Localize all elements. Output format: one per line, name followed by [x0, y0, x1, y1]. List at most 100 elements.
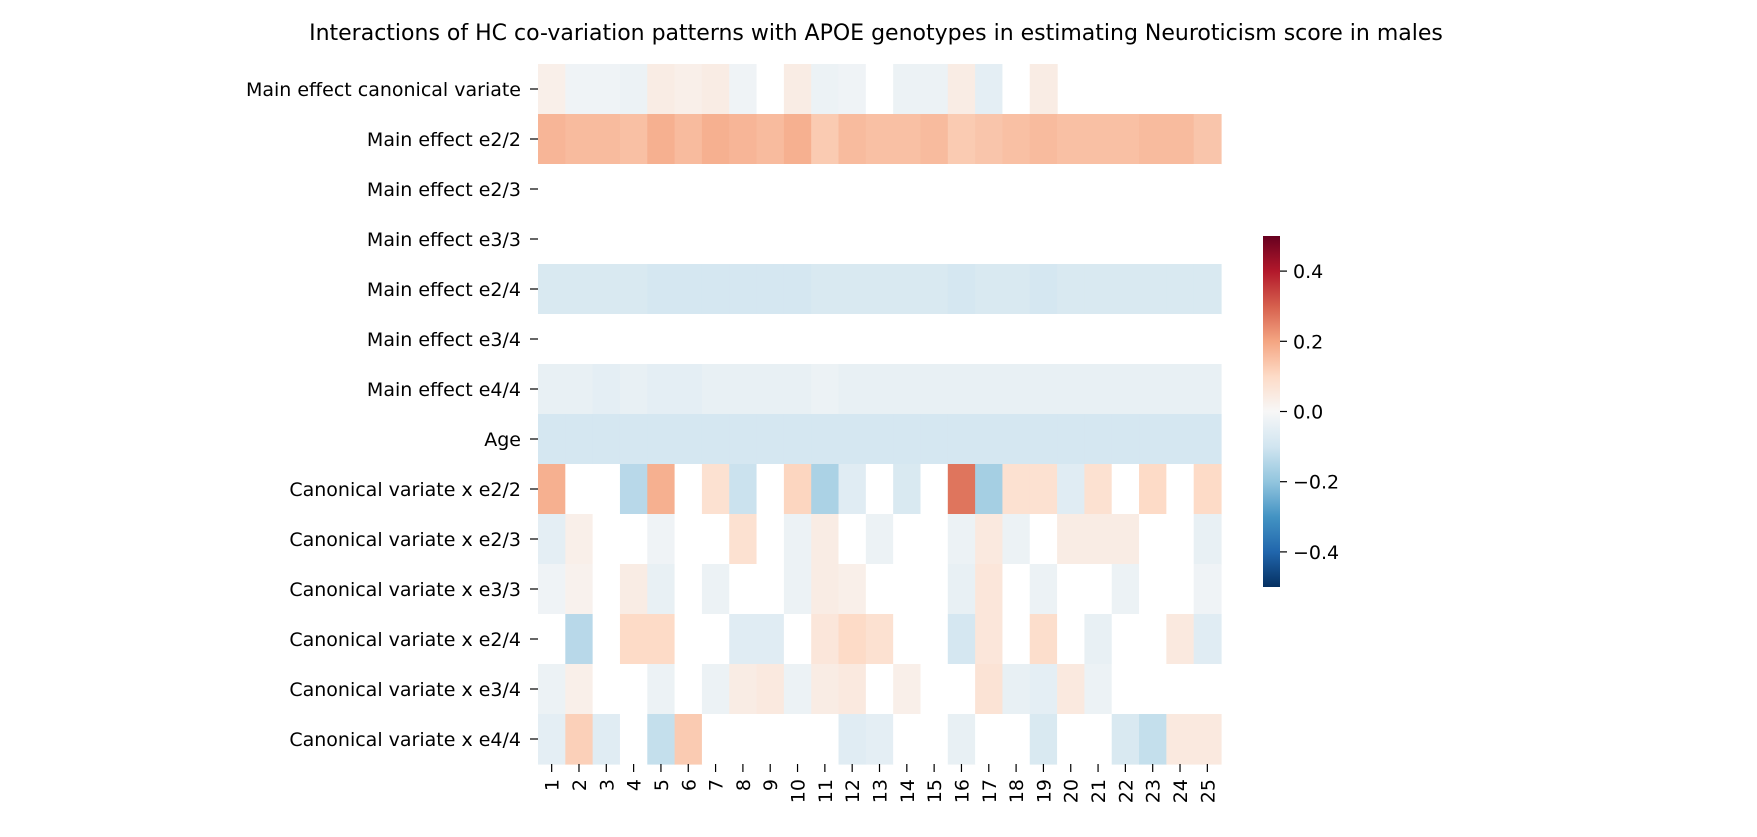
heatmap-cell	[947, 64, 976, 115]
heatmap-cell	[893, 614, 922, 665]
heatmap-cell	[783, 464, 812, 515]
heatmap-cell	[1084, 414, 1113, 465]
heatmap-cell	[1111, 314, 1140, 365]
heatmap-cell	[838, 214, 867, 265]
heatmap-cell	[1057, 214, 1085, 265]
heatmap-cell	[975, 564, 1004, 615]
heatmap-cell	[1084, 714, 1113, 765]
x-tick-label: 9	[760, 779, 782, 791]
heatmap-cell	[947, 314, 976, 365]
heatmap-cell	[701, 164, 730, 215]
x-tick-label: 8	[733, 779, 755, 791]
heatmap-cell	[1139, 514, 1167, 565]
heatmap-cell	[947, 114, 976, 165]
heatmap-cell	[1002, 714, 1031, 765]
heatmap-cell	[756, 464, 785, 515]
heatmap-cell	[865, 514, 894, 565]
heatmap-cell	[811, 164, 840, 215]
x-tick-label: 4	[624, 779, 646, 791]
heatmap-cell	[592, 64, 621, 115]
heatmap-cell	[1029, 214, 1058, 265]
heatmap-cell	[920, 464, 949, 515]
heatmap-cell	[783, 264, 812, 315]
heatmap-cell	[674, 264, 703, 315]
heatmap-cell	[1139, 614, 1167, 665]
heatmap-cell	[1139, 564, 1167, 615]
heatmap-cell	[701, 264, 730, 315]
heatmap-cell	[975, 614, 1004, 665]
heatmap-cell	[783, 64, 812, 115]
heatmap-cell	[756, 214, 785, 265]
heatmap-cell	[920, 264, 949, 315]
heatmap-cell	[619, 114, 648, 165]
colorbar-tick-label: −0.4	[1293, 542, 1339, 564]
heatmap-cell	[729, 314, 758, 365]
heatmap-cell	[1029, 564, 1058, 615]
heatmap-cell	[1084, 164, 1113, 215]
heatmap-cell	[1029, 664, 1058, 715]
heatmap-cell	[811, 714, 840, 765]
heatmap-cell	[701, 414, 730, 465]
y-tick-label: Canonical variate x e3/3	[289, 579, 521, 601]
heatmap-cell	[647, 64, 676, 115]
heatmap-cell	[756, 664, 785, 715]
heatmap-cell	[647, 264, 676, 315]
heatmap-cell	[592, 414, 621, 465]
heatmap-cell	[865, 464, 894, 515]
heatmap-cell	[1166, 464, 1195, 515]
y-tick-label: Main effect canonical variate	[246, 79, 521, 101]
heatmap-cell	[811, 464, 840, 515]
y-tick-label: Main effect e4/4	[367, 379, 521, 401]
x-tick-label: 22	[1115, 779, 1137, 803]
heatmap-cell	[1111, 164, 1140, 215]
heatmap-cell	[1166, 664, 1195, 715]
heatmap-cell	[1111, 414, 1140, 465]
heatmap-cell	[674, 164, 703, 215]
heatmap-cell	[811, 514, 840, 565]
heatmap-cell	[893, 214, 922, 265]
heatmap-cell	[1057, 264, 1085, 315]
heatmap-cell	[893, 464, 922, 515]
heatmap-cell	[647, 464, 676, 515]
heatmap-cell	[1193, 564, 1222, 615]
heatmap-cell	[783, 414, 812, 465]
heatmap-cell	[1166, 314, 1195, 365]
heatmap-cell	[1166, 714, 1195, 765]
heatmap-cell	[729, 164, 758, 215]
heatmap-cell	[975, 64, 1004, 115]
x-tick-label: 19	[1033, 779, 1055, 803]
x-tick-label: 24	[1170, 779, 1192, 803]
heatmap-cell	[538, 414, 566, 465]
heatmap-cell	[538, 514, 566, 565]
heatmap-cell	[1029, 164, 1058, 215]
heatmap-cell	[865, 314, 894, 365]
heatmap-cell	[920, 714, 949, 765]
heatmap-cell	[920, 514, 949, 565]
heatmap-cell	[1166, 364, 1195, 415]
y-tick-label: Canonical variate x e2/2	[289, 479, 521, 501]
heatmap-cell	[920, 614, 949, 665]
heatmap-cell	[729, 464, 758, 515]
heatmap-cell	[893, 564, 922, 615]
heatmap-cell	[647, 664, 676, 715]
heatmap-cell	[674, 114, 703, 165]
heatmap-cell	[811, 214, 840, 265]
heatmap-cell	[674, 614, 703, 665]
heatmap-cell	[1193, 214, 1222, 265]
heatmap-cell	[975, 664, 1004, 715]
heatmap-cell	[1029, 414, 1058, 465]
heatmap-cell	[1029, 464, 1058, 515]
heatmap-cell	[756, 264, 785, 315]
y-tick-label: Canonical variate x e2/3	[289, 529, 521, 551]
heatmap-cell	[647, 514, 676, 565]
heatmap-cell	[565, 664, 594, 715]
heatmap-cell	[947, 714, 976, 765]
heatmap-cell	[729, 714, 758, 765]
heatmap-cell	[920, 314, 949, 365]
heatmap-cell	[619, 564, 648, 615]
heatmap-cell	[1002, 264, 1031, 315]
heatmap-cell	[838, 714, 867, 765]
heatmap-cell	[783, 114, 812, 165]
x-tick-label: 16	[951, 779, 973, 803]
heatmap-cell	[1002, 364, 1031, 415]
